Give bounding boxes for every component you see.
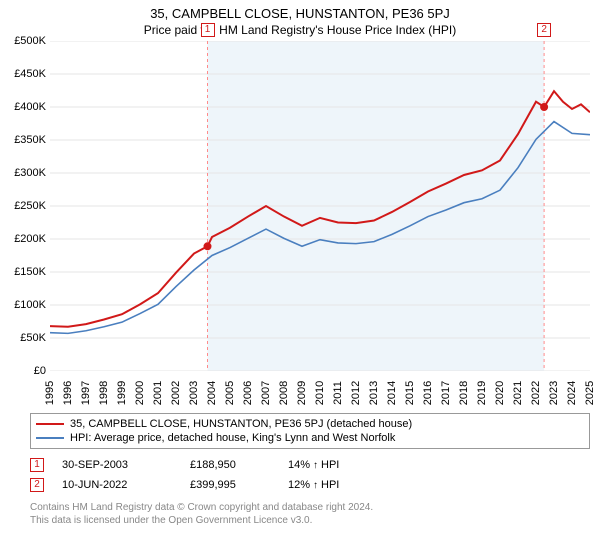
x-tick-label: 2013 [368,381,380,405]
y-tick-label: £400K [14,101,46,113]
hpi-pct: 12% [288,479,310,491]
y-tick-label: £300K [14,167,46,179]
sale-price: £188,950 [190,459,270,471]
footnote-line: This data is licensed under the Open Gov… [30,514,590,527]
x-tick-label: 2003 [188,381,200,405]
x-tick-label: 2004 [206,381,218,405]
y-tick-label: £100K [14,299,46,311]
legend-item: 35, CAMPBELL CLOSE, HUNSTANTON, PE36 5PJ… [36,417,584,431]
x-tick-label: 1998 [98,381,110,405]
y-tick-label: £350K [14,134,46,146]
footnote: Contains HM Land Registry data © Crown c… [30,501,590,527]
x-tick-label: 2010 [314,381,326,405]
y-tick-label: £200K [14,233,46,245]
hpi-label: HPI [321,479,339,491]
x-tick-label: 1997 [80,381,92,405]
x-tick-label: 2015 [404,381,416,405]
sales-table: 1 30-SEP-2003 £188,950 14% ↑ HPI 2 10-JU… [30,455,590,495]
footnote-line: Contains HM Land Registry data © Crown c… [30,501,590,514]
chart-title: 35, CAMPBELL CLOSE, HUNSTANTON, PE36 5PJ [0,0,600,21]
x-tick-label: 2012 [350,381,362,405]
x-tick-label: 2019 [476,381,488,405]
legend-swatch [36,423,64,425]
x-tick-label: 2021 [512,381,524,405]
sale-date: 10-JUN-2022 [62,479,172,491]
y-tick-label: £500K [14,35,46,47]
sale-badge: 1 [30,458,44,472]
x-tick-label: 1996 [62,381,74,405]
arrow-up-icon: ↑ [313,480,318,491]
sale-hpi: 14% ↑ HPI [288,459,339,471]
x-tick-label: 2014 [386,381,398,405]
hpi-pct: 14% [288,459,310,471]
legend-label: 35, CAMPBELL CLOSE, HUNSTANTON, PE36 5PJ… [70,418,412,430]
arrow-up-icon: ↑ [313,460,318,471]
x-tick-label: 2009 [296,381,308,405]
sale-price: £399,995 [190,479,270,491]
chart-container: 35, CAMPBELL CLOSE, HUNSTANTON, PE36 5PJ… [0,0,600,560]
y-tick-label: £150K [14,266,46,278]
y-tick-label: £50K [20,332,46,344]
legend-item: HPI: Average price, detached house, King… [36,431,584,445]
x-tick-label: 2016 [422,381,434,405]
x-tick-label: 2002 [170,381,182,405]
x-tick-label: 2007 [260,381,272,405]
x-tick-label: 2018 [458,381,470,405]
sale-hpi: 12% ↑ HPI [288,479,339,491]
x-tick-label: 2001 [152,381,164,405]
chart-plot-area: £0£50K£100K£150K£200K£250K£300K£350K£400… [50,41,590,371]
x-tick-label: 2025 [584,381,596,405]
y-tick-label: £0 [34,365,46,377]
x-tick-label: 2022 [530,381,542,405]
x-tick-label: 2000 [134,381,146,405]
x-tick-label: 2008 [278,381,290,405]
chart-subtitle: Price paid vs. HM Land Registry's House … [0,21,600,41]
marker-badge: 2 [537,23,551,37]
x-tick-label: 1995 [44,381,56,405]
hpi-label: HPI [321,459,339,471]
legend-label: HPI: Average price, detached house, King… [70,432,395,444]
legend-swatch [36,437,64,439]
marker-badge: 1 [201,23,215,37]
sale-date: 30-SEP-2003 [62,459,172,471]
x-tick-label: 2005 [224,381,236,405]
y-tick-label: £250K [14,200,46,212]
x-tick-label: 2006 [242,381,254,405]
y-tick-label: £450K [14,68,46,80]
x-tick-label: 2017 [440,381,452,405]
legend: 35, CAMPBELL CLOSE, HUNSTANTON, PE36 5PJ… [30,413,590,449]
sale-row: 2 10-JUN-2022 £399,995 12% ↑ HPI [30,475,590,495]
x-tick-label: 2023 [548,381,560,405]
x-tick-label: 1999 [116,381,128,405]
x-tick-label: 2020 [494,381,506,405]
sale-badge: 2 [30,478,44,492]
x-tick-label: 2011 [332,381,344,405]
sale-row: 1 30-SEP-2003 £188,950 14% ↑ HPI [30,455,590,475]
chart-svg [50,41,590,371]
x-tick-label: 2024 [566,381,578,405]
